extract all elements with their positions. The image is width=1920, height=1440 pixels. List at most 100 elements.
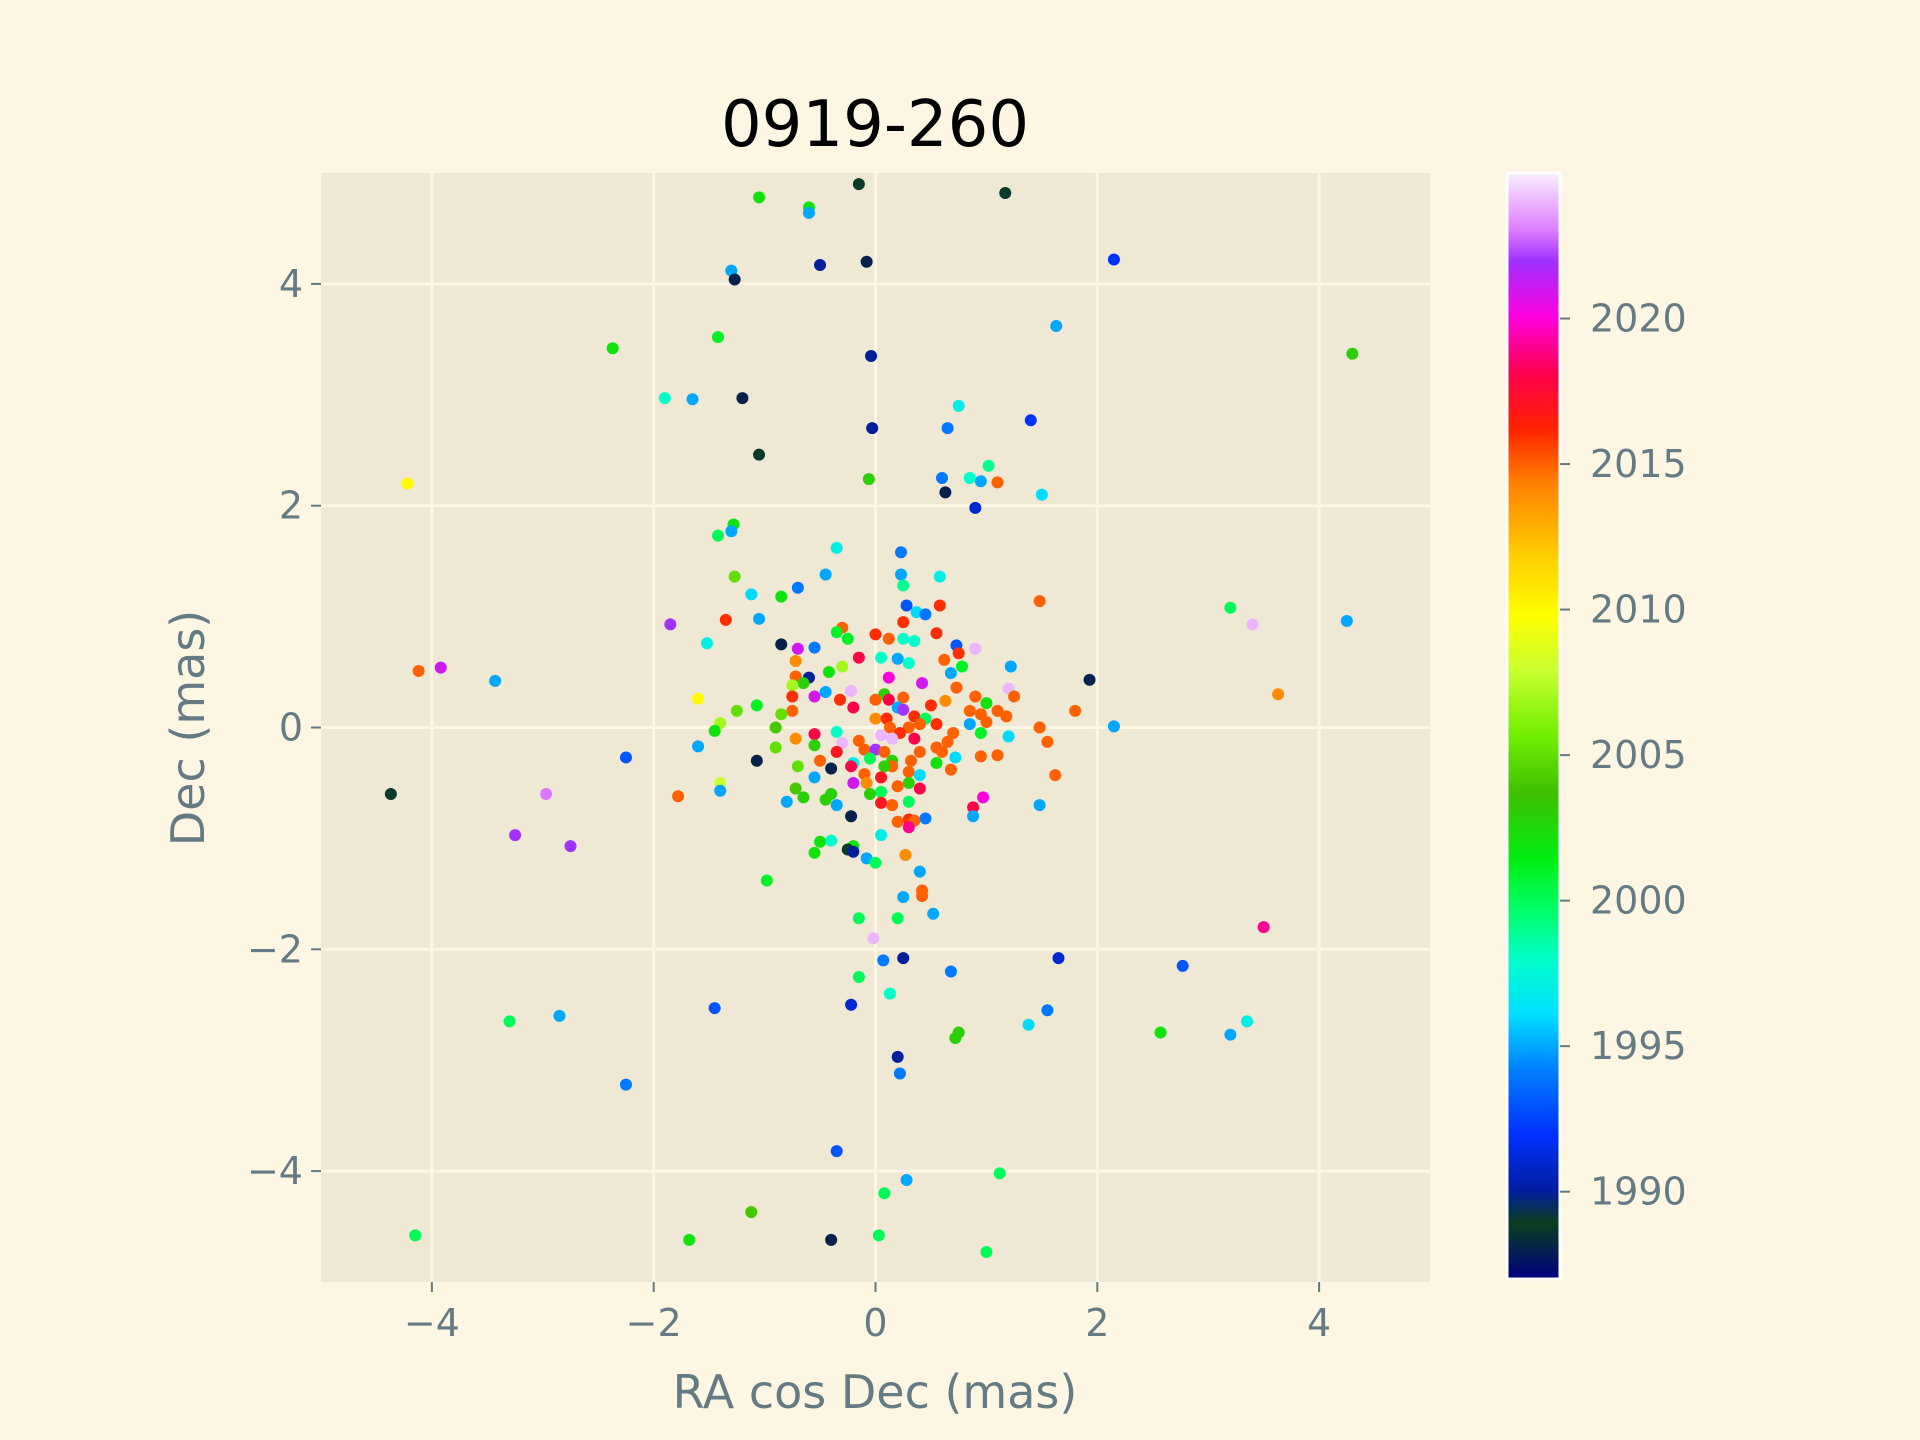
- data-point: [564, 840, 577, 853]
- data-point: [830, 725, 843, 738]
- data-point: [797, 791, 810, 804]
- y-tick-label: −2: [247, 927, 303, 971]
- data-point: [753, 612, 766, 625]
- data-point: [1241, 1015, 1254, 1028]
- data-point: [814, 835, 827, 848]
- data-point: [730, 704, 743, 717]
- data-point: [956, 660, 969, 673]
- data-point: [913, 718, 926, 731]
- data-point: [963, 718, 976, 731]
- data-point: [830, 799, 843, 812]
- data-point: [683, 1233, 696, 1246]
- data-point: [712, 529, 725, 542]
- data-point: [808, 771, 821, 784]
- data-point: [882, 693, 895, 706]
- data-point: [991, 704, 1004, 717]
- data-point: [963, 471, 976, 484]
- data-point: [384, 788, 397, 801]
- data-point: [786, 704, 799, 717]
- data-point: [852, 651, 865, 664]
- data-point: [891, 652, 904, 665]
- data-point: [775, 638, 788, 651]
- data-point: [944, 667, 957, 680]
- data-point: [950, 681, 963, 694]
- data-point: [891, 912, 904, 925]
- data-point: [878, 745, 891, 758]
- data-point: [786, 690, 799, 703]
- data-point: [819, 568, 832, 581]
- data-point: [949, 751, 962, 764]
- data-point: [947, 727, 960, 740]
- data-point: [875, 771, 888, 784]
- data-point: [760, 874, 773, 887]
- data-point: [708, 1002, 721, 1015]
- data-point: [908, 634, 921, 647]
- data-point: [900, 1173, 913, 1186]
- y-tick-label: 2: [279, 484, 303, 528]
- data-point: [913, 745, 926, 758]
- data-point: [893, 1067, 906, 1080]
- data-point: [1033, 799, 1046, 812]
- data-point: [916, 890, 929, 903]
- data-point: [1246, 618, 1259, 631]
- data-point: [819, 793, 832, 806]
- axis-ticks: −4 −2 0 2 4 −4 −2 0 2 4: [247, 262, 1331, 1345]
- data-point: [924, 699, 937, 712]
- data-point: [769, 721, 782, 734]
- data-point: [814, 259, 827, 272]
- colorbar-tick-label: 2005: [1590, 733, 1687, 777]
- data-point: [750, 754, 763, 767]
- data-point: [845, 810, 858, 823]
- colorbar-tick-label: 2015: [1590, 442, 1687, 486]
- data-point: [836, 737, 849, 750]
- data-point: [808, 728, 821, 741]
- y-tick-label: −4: [247, 1149, 303, 1193]
- data-point: [927, 907, 940, 920]
- data-point: [999, 186, 1012, 199]
- data-point: [712, 331, 725, 344]
- y-tick-label: 0: [279, 706, 303, 750]
- data-point: [686, 393, 699, 406]
- data-point: [692, 692, 705, 705]
- x-tick-label: −4: [404, 1301, 460, 1345]
- x-tick-label: −2: [626, 1301, 682, 1345]
- colorbar-tick-label: 1995: [1590, 1024, 1687, 1068]
- data-point: [745, 1206, 758, 1219]
- data-point: [728, 273, 741, 286]
- data-point: [841, 632, 854, 645]
- data-point: [1022, 1018, 1035, 1031]
- data-point: [1083, 673, 1096, 686]
- data-point: [753, 191, 766, 204]
- data-point: [1002, 730, 1015, 743]
- data-point: [789, 654, 802, 667]
- data-point: [878, 760, 891, 773]
- data-point: [1224, 1028, 1237, 1041]
- data-point: [974, 475, 987, 488]
- data-point: [1340, 615, 1353, 628]
- data-point: [672, 790, 685, 803]
- data-point: [830, 1145, 843, 1158]
- data-point: [967, 801, 980, 814]
- data-point: [852, 971, 865, 984]
- data-point: [860, 852, 873, 865]
- data-point: [753, 448, 766, 461]
- data-point: [982, 459, 995, 472]
- data-point: [897, 703, 910, 716]
- data-point: [1035, 488, 1048, 501]
- data-point: [1041, 1004, 1054, 1017]
- x-tick-label: 2: [1085, 1301, 1109, 1345]
- data-point: [933, 570, 946, 583]
- data-point: [952, 399, 965, 412]
- data-point: [791, 760, 804, 773]
- data-point: [919, 812, 932, 825]
- data-point: [875, 651, 888, 664]
- x-tick-label: 4: [1307, 1301, 1331, 1345]
- data-point: [899, 849, 912, 862]
- data-point: [797, 677, 810, 690]
- data-point: [869, 693, 882, 706]
- data-point: [967, 810, 980, 823]
- data-point: [750, 699, 763, 712]
- data-point: [845, 760, 858, 773]
- data-point: [664, 618, 677, 631]
